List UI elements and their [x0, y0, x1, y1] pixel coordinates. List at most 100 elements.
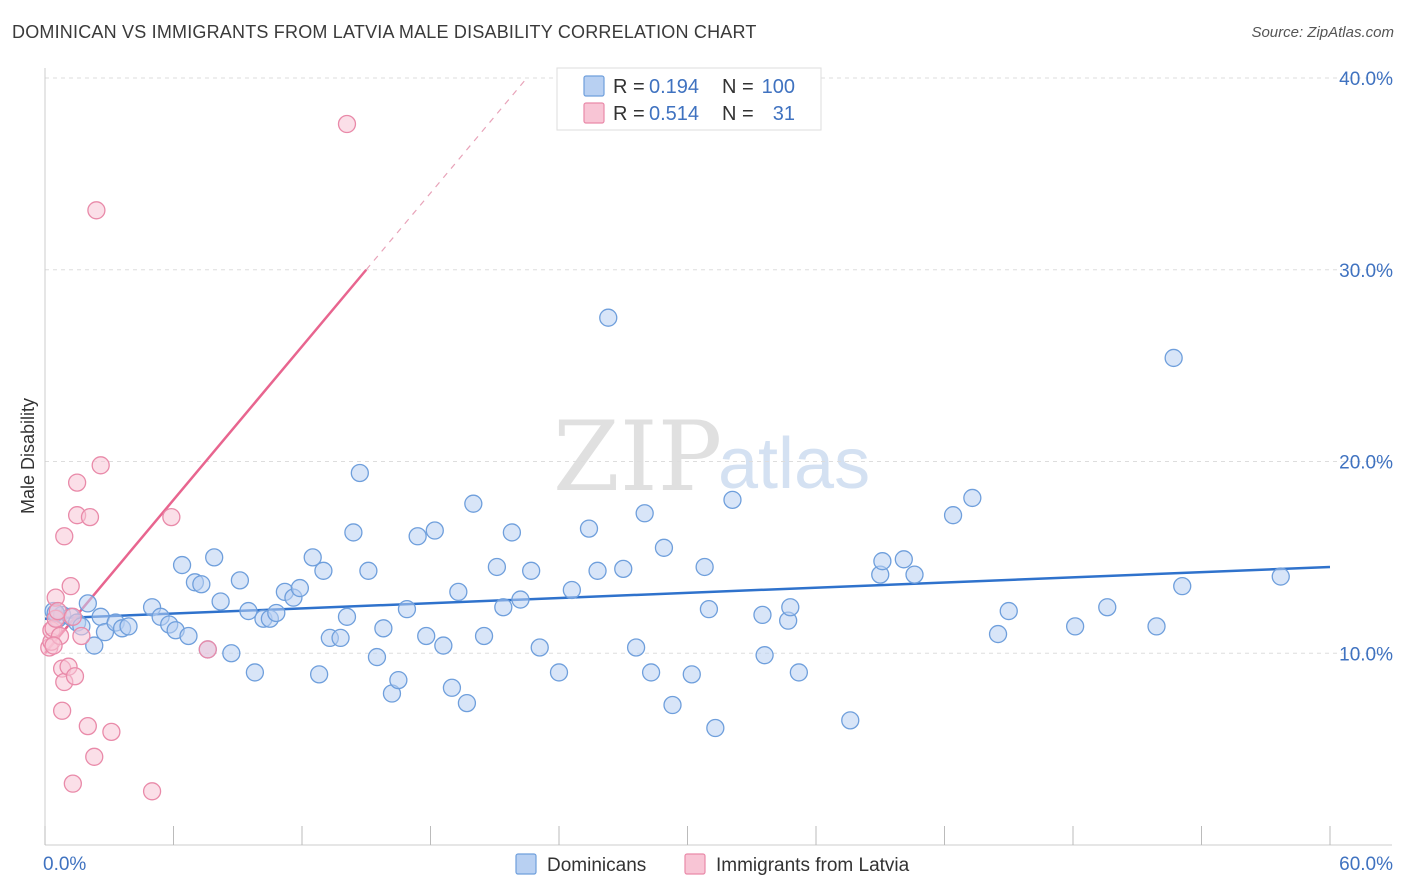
dominicans-point: [337, 607, 357, 626]
dominicans-point: [457, 693, 477, 713]
dominicans-point: [599, 308, 618, 327]
dominicans-point: [267, 603, 286, 623]
dominicans-point: [211, 592, 230, 611]
dominicans-point: [626, 638, 646, 657]
bottom-legend-label-dominicans: Dominicans: [547, 855, 646, 876]
y-tick-label: 10.0%: [1339, 644, 1393, 665]
dominicans-point: [85, 636, 104, 655]
dominicans-point: [663, 695, 682, 715]
latvia-point: [198, 640, 217, 659]
legend-n-value-1: 31: [773, 103, 795, 125]
y-tick-labels: 10.0% 20.0% 30.0% 40.0%: [1339, 69, 1393, 665]
legend-n-label-1: N =: [722, 103, 754, 125]
dominicans-point: [635, 504, 654, 523]
dominicans-point: [331, 628, 350, 648]
dominicans-point: [699, 599, 719, 619]
dominicans-point: [654, 538, 674, 557]
dominicans-point: [1271, 567, 1290, 586]
dominicans-point: [290, 578, 310, 598]
latvia-point: [61, 576, 80, 596]
dominicans-point: [397, 599, 417, 619]
dominicans-point: [1173, 576, 1192, 596]
dominicans-point: [723, 490, 742, 510]
legend-swatch-dominicans: [583, 75, 605, 97]
watermark-zip: ZIP: [553, 401, 722, 513]
legend-r-label-0: R =: [613, 76, 645, 98]
y-axis-label: Male Disability: [18, 398, 38, 514]
dominicans-point: [549, 663, 569, 682]
latvia-point: [55, 527, 74, 546]
dominicans-point: [434, 636, 453, 655]
latvia-point: [52, 701, 72, 720]
x-tick-label: 60.0%: [1339, 854, 1393, 875]
dominicans-point: [1164, 348, 1183, 368]
dominicans-point: [943, 506, 963, 525]
dominicans-point: [579, 519, 599, 538]
dominicans-point: [999, 601, 1018, 621]
latvia-point: [142, 782, 162, 801]
dominicans-point: [789, 663, 809, 682]
dominicans-point: [309, 665, 329, 684]
latvia-point: [78, 716, 97, 736]
dominicans-point: [511, 590, 530, 609]
dominicans-trend-line: [44, 565, 1331, 620]
dominicans-point: [641, 663, 661, 682]
dominicans-point: [78, 594, 97, 613]
dominicans-point: [344, 523, 363, 542]
dominicans-point: [350, 463, 369, 483]
dominicans-point: [239, 601, 258, 621]
dominicans-point: [389, 670, 408, 690]
dominicans-point: [408, 527, 427, 546]
bottom-legend-swatch-dominicans: [515, 853, 537, 875]
dominicans-point: [494, 598, 513, 617]
latvia-point: [162, 507, 181, 527]
dominicans-point: [487, 557, 507, 577]
latvia-point: [85, 747, 104, 766]
dominicans-point: [682, 665, 701, 684]
watermark-atlas: atlas: [718, 424, 870, 504]
dominicans-point: [222, 644, 241, 663]
dominicans-point: [449, 582, 468, 602]
chart-title: DOMINICAN VS IMMIGRANTS FROM LATVIA MALE…: [12, 22, 757, 42]
dominicans-point: [303, 548, 322, 567]
dominicans-point: [588, 561, 607, 580]
dominicans-point: [464, 494, 483, 513]
latvia-point: [67, 473, 87, 492]
dominicans-point: [894, 550, 913, 569]
dominicans-point: [1065, 617, 1085, 636]
dominicans-point: [205, 548, 224, 567]
latvia-point: [87, 201, 106, 220]
latvia-point: [102, 722, 121, 742]
bottom-legend-swatch-latvia: [684, 853, 706, 875]
latvia-trend-line: [44, 268, 368, 655]
dominicans-point: [781, 598, 800, 617]
dominicans-point: [442, 678, 462, 697]
dominicans-point: [753, 605, 772, 625]
legend-r-value-0: 0.194: [649, 76, 699, 98]
dominicans-point: [245, 663, 265, 682]
dominicans-point: [841, 711, 860, 730]
latvia-point: [91, 456, 110, 475]
legend: R = 0.194 N = 100 R = 0.514 N = 31: [556, 67, 822, 131]
latvia-point: [44, 636, 63, 655]
dominicans-point: [873, 552, 892, 571]
chart-source: Source: ZipAtlas.com: [1251, 24, 1394, 41]
bottom-legend-label-latvia: Immigrants from Latvia: [716, 855, 910, 876]
dominicans-point: [314, 561, 333, 580]
x-tick-labels: 0.0% 60.0%: [43, 854, 1393, 875]
dominicans-point: [1147, 617, 1166, 636]
y-tick-label: 20.0%: [1339, 453, 1393, 474]
latvia-point: [65, 667, 85, 686]
x-tick-label: 0.0%: [43, 854, 86, 875]
dominicans-point: [474, 626, 494, 646]
latvia-point: [63, 607, 82, 626]
watermark: ZIP atlas: [553, 401, 870, 513]
legend-n-label-0: N =: [722, 76, 754, 98]
latvia-point: [337, 114, 357, 134]
dominicans-point: [562, 580, 581, 600]
data-points: [40, 114, 1290, 801]
latvia-point: [80, 507, 100, 527]
dominicans-point: [417, 626, 436, 646]
bottom-legend: Dominicans Immigrants from Latvia: [515, 853, 910, 876]
